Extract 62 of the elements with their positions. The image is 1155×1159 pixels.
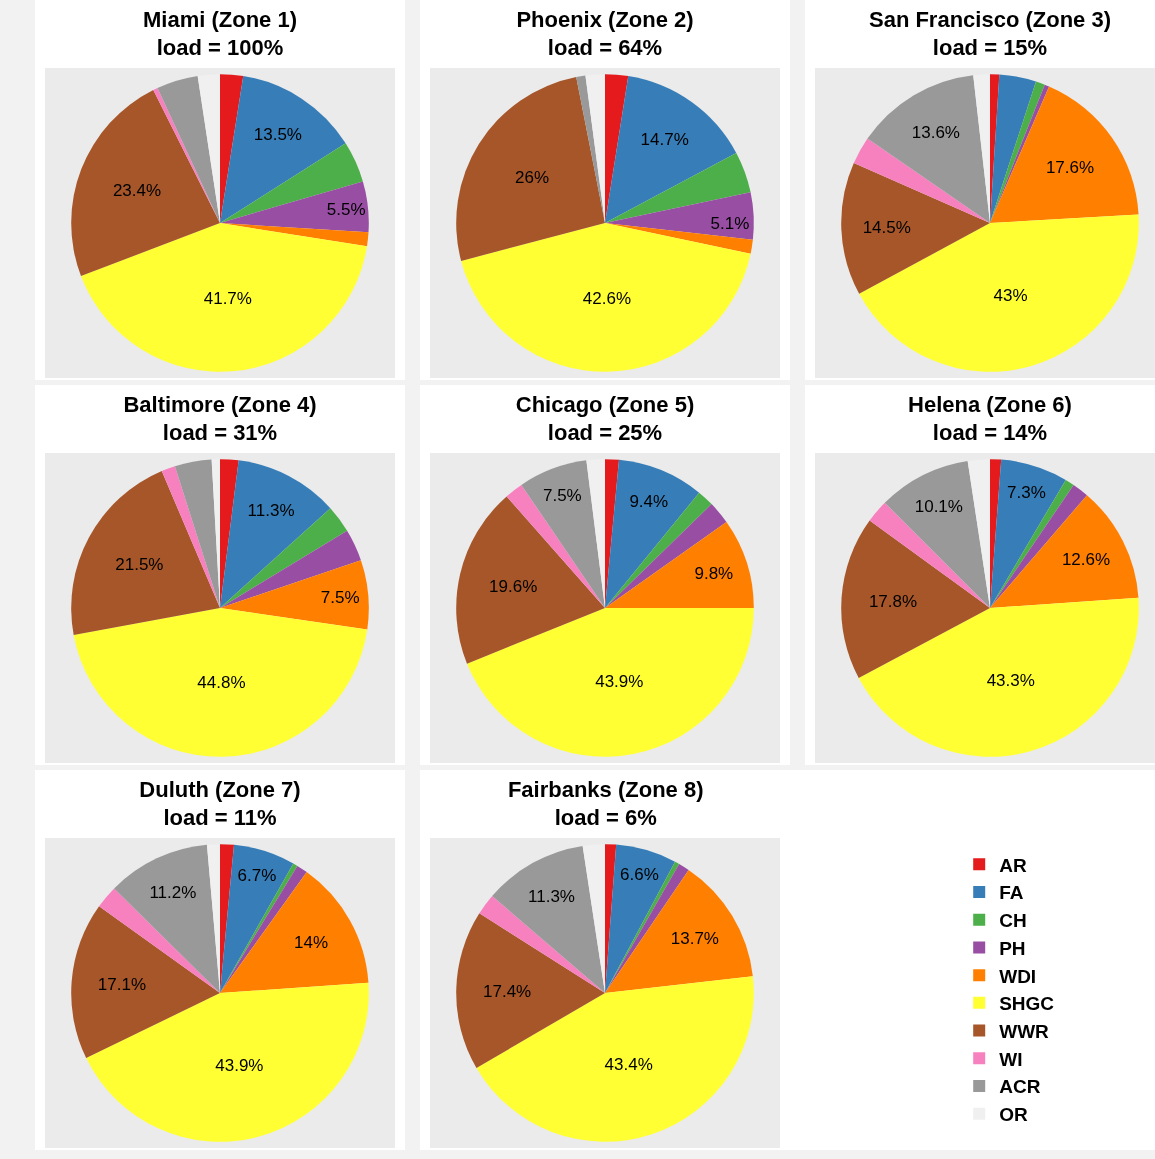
data-label: 12.6% — [1061, 550, 1111, 570]
data-label: 26% — [515, 167, 550, 187]
legend-label: OR — [999, 1104, 1028, 1126]
data-label: 11.3% — [528, 886, 575, 906]
data-label: 17.6% — [1045, 157, 1095, 177]
chart-subtitle: load = 6% — [554, 805, 657, 831]
chart-title: Chicago (Zone 5) — [515, 391, 695, 417]
data-label: 43% — [993, 285, 1028, 305]
chart-subtitle: load = 64% — [547, 35, 663, 61]
data-label: 19.6% — [489, 576, 538, 596]
chart-title: Fairbanks (Zone 8) — [507, 776, 704, 802]
data-label: 21.5% — [115, 555, 164, 575]
legend-label: PH — [999, 937, 1026, 959]
data-label: 42.6% — [582, 288, 631, 308]
chart-subtitle: load = 15% — [932, 35, 1048, 61]
legend-label: AR — [999, 854, 1027, 876]
data-label: 43.9% — [595, 672, 644, 692]
chart-title: San Francisco (Zone 3) — [868, 6, 1112, 32]
data-label: 43.9% — [215, 1056, 264, 1076]
data-label: 14% — [294, 932, 329, 952]
chart-title: Duluth (Zone 7) — [139, 776, 301, 802]
data-label: 6.6% — [620, 865, 659, 884]
data-label: 9.8% — [694, 563, 734, 583]
data-label: 43.4% — [604, 1054, 653, 1074]
chart-title: Helena (Zone 6) — [908, 391, 1072, 417]
legend-label: WDI — [999, 965, 1037, 987]
data-label: 11.3% — [247, 500, 295, 520]
chart-title: Baltimore (Zone 4) — [123, 391, 317, 417]
data-label: 13.5% — [253, 125, 302, 145]
data-label: 41.7% — [203, 288, 252, 308]
chart-subtitle: load = 100% — [156, 35, 284, 61]
data-label: 17.8% — [868, 591, 918, 611]
chart-subtitle: load = 11% — [163, 805, 277, 831]
legend-label: WI — [999, 1048, 1023, 1070]
data-label: 14.5% — [862, 217, 911, 237]
data-label: 10.1% — [914, 497, 963, 517]
data-label: 13.7% — [670, 929, 719, 949]
data-label: 43.3% — [986, 670, 1035, 690]
data-label: 7.5% — [542, 485, 582, 505]
data-label: 9.4% — [629, 491, 669, 511]
legend-label: WWR — [999, 1020, 1050, 1042]
data-label: 13.6% — [911, 123, 960, 143]
chart-subtitle: load = 14% — [932, 420, 1048, 446]
legend-label: ACR — [999, 1076, 1041, 1098]
chart-subtitle: load = 31% — [162, 420, 278, 446]
data-label: 14.7% — [640, 129, 689, 149]
data-label: 5.1% — [710, 213, 750, 233]
data-label: 44.8% — [197, 673, 246, 693]
data-label: 5.5% — [326, 199, 366, 219]
data-label: 7.3% — [1007, 482, 1046, 502]
legend-label: CH — [999, 910, 1027, 932]
data-label: 17.4% — [483, 981, 532, 1001]
chart-title: Phoenix (Zone 2) — [516, 6, 694, 32]
legend-label: FA — [999, 882, 1024, 904]
data-label: 7.5% — [320, 587, 360, 607]
data-label: 6.7% — [237, 866, 277, 886]
chart-title: Miami (Zone 1) — [142, 6, 298, 32]
data-label: 23.4% — [112, 181, 162, 201]
chart-subtitle: load = 25% — [547, 420, 663, 446]
legend-label: SHGC — [999, 993, 1055, 1015]
data-label: 11.2% — [149, 883, 197, 903]
data-label: 17.1% — [97, 975, 147, 995]
